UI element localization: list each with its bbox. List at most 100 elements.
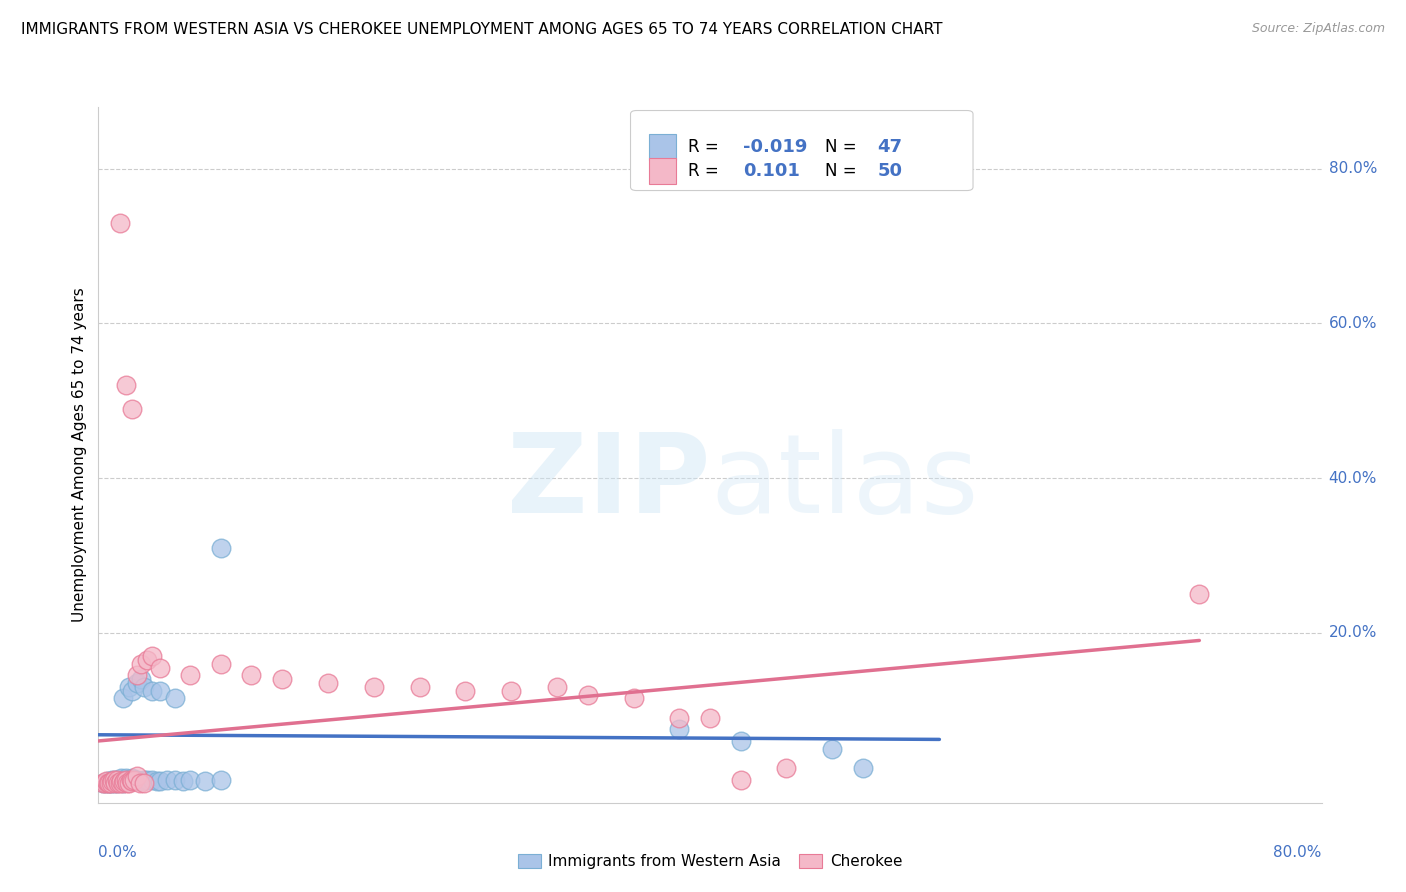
- Point: [149, 683, 172, 698]
- Point: [699, 711, 721, 725]
- Point: [408, 680, 430, 694]
- Point: [112, 772, 135, 787]
- Text: 47: 47: [877, 138, 903, 156]
- Point: [122, 772, 145, 787]
- Point: [136, 772, 159, 787]
- Point: [125, 769, 148, 783]
- Point: [104, 772, 127, 787]
- Point: [316, 676, 339, 690]
- Text: 0.0%: 0.0%: [98, 845, 138, 860]
- Point: [103, 776, 125, 790]
- Point: [134, 772, 156, 787]
- Point: [134, 680, 156, 694]
- Point: [209, 657, 232, 671]
- Point: [179, 772, 201, 787]
- Point: [145, 774, 167, 789]
- Point: [501, 683, 523, 698]
- Point: [852, 761, 875, 775]
- Point: [128, 774, 150, 789]
- Point: [107, 776, 129, 790]
- Point: [149, 774, 172, 789]
- Text: 80.0%: 80.0%: [1274, 845, 1322, 860]
- Point: [111, 776, 134, 790]
- Point: [107, 774, 129, 789]
- Y-axis label: Unemployment Among Ages 65 to 74 years: Unemployment Among Ages 65 to 74 years: [72, 287, 87, 623]
- Point: [163, 691, 186, 706]
- Point: [454, 683, 477, 698]
- Point: [194, 774, 217, 789]
- Text: 20.0%: 20.0%: [1329, 625, 1376, 640]
- Text: Source: ZipAtlas.com: Source: ZipAtlas.com: [1251, 22, 1385, 36]
- Point: [110, 771, 132, 785]
- Point: [94, 774, 117, 789]
- Text: R =: R =: [688, 162, 724, 180]
- Text: atlas: atlas: [710, 429, 979, 536]
- Text: 0.101: 0.101: [742, 162, 800, 180]
- Legend: Immigrants from Western Asia, Cherokee: Immigrants from Western Asia, Cherokee: [512, 848, 908, 875]
- Point: [121, 771, 143, 785]
- Point: [117, 776, 139, 790]
- Text: 40.0%: 40.0%: [1329, 471, 1376, 485]
- Point: [125, 676, 148, 690]
- Point: [141, 648, 163, 663]
- Point: [101, 774, 124, 789]
- Point: [179, 668, 201, 682]
- Point: [115, 771, 138, 785]
- Point: [105, 776, 128, 790]
- Point: [108, 216, 131, 230]
- Text: R =: R =: [688, 138, 724, 156]
- Point: [91, 776, 114, 790]
- Point: [110, 774, 132, 789]
- Text: ZIP: ZIP: [506, 429, 710, 536]
- Point: [94, 776, 117, 790]
- Point: [125, 668, 148, 682]
- Point: [105, 772, 128, 787]
- Point: [122, 772, 145, 787]
- Point: [121, 683, 143, 698]
- Point: [100, 776, 122, 790]
- Point: [120, 774, 142, 789]
- Point: [623, 691, 645, 706]
- Point: [576, 688, 599, 702]
- Point: [111, 776, 134, 790]
- Point: [668, 723, 690, 737]
- Point: [1188, 587, 1211, 601]
- Point: [108, 776, 131, 790]
- Point: [108, 772, 131, 787]
- Point: [136, 653, 159, 667]
- Text: 50: 50: [877, 162, 903, 180]
- Point: [118, 772, 141, 787]
- Point: [730, 734, 752, 748]
- Bar: [648, 158, 676, 185]
- Point: [125, 772, 148, 787]
- Point: [141, 683, 163, 698]
- Point: [112, 774, 135, 789]
- Point: [209, 772, 232, 787]
- Point: [363, 680, 385, 694]
- Point: [103, 772, 125, 787]
- Point: [98, 776, 121, 790]
- Point: [115, 772, 138, 787]
- Point: [91, 776, 114, 790]
- Point: [775, 761, 797, 775]
- Point: [149, 660, 172, 674]
- Point: [163, 772, 186, 787]
- Point: [156, 772, 179, 787]
- Point: [240, 668, 263, 682]
- Point: [120, 772, 142, 787]
- Point: [172, 774, 194, 789]
- Point: [117, 772, 139, 787]
- Point: [111, 691, 134, 706]
- Point: [129, 657, 152, 671]
- Text: 60.0%: 60.0%: [1329, 316, 1376, 331]
- Point: [115, 378, 138, 392]
- Point: [101, 772, 124, 787]
- Point: [141, 772, 163, 787]
- Point: [121, 774, 143, 789]
- Text: 80.0%: 80.0%: [1329, 161, 1376, 177]
- Text: N =: N =: [825, 138, 862, 156]
- Text: IMMIGRANTS FROM WESTERN ASIA VS CHEROKEE UNEMPLOYMENT AMONG AGES 65 TO 74 YEARS : IMMIGRANTS FROM WESTERN ASIA VS CHEROKEE…: [21, 22, 942, 37]
- Point: [121, 401, 143, 416]
- Point: [546, 680, 568, 694]
- Point: [118, 680, 141, 694]
